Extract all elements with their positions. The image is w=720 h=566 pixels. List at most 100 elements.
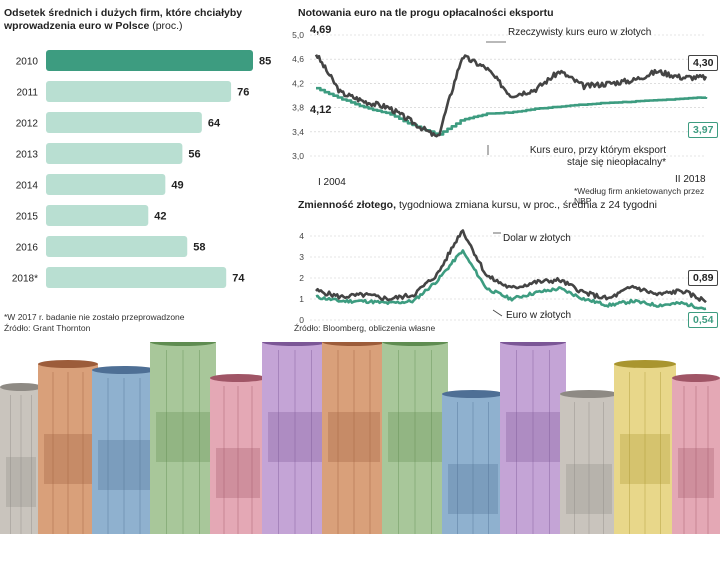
roll-window bbox=[678, 448, 714, 498]
bar bbox=[46, 205, 149, 226]
banknote-roll bbox=[382, 342, 448, 534]
category-label: 2013 bbox=[16, 150, 39, 161]
category-label: 2010 bbox=[16, 57, 39, 68]
bar bbox=[46, 236, 188, 257]
y-tick-label: 4,6 bbox=[292, 54, 304, 64]
series-label-usd: Dolar w złotych bbox=[503, 233, 571, 244]
roll-top bbox=[500, 342, 566, 346]
y-tick-label: 3,8 bbox=[292, 103, 304, 113]
roll-window bbox=[448, 464, 498, 514]
roll-top bbox=[560, 390, 618, 398]
category-label: 2012 bbox=[16, 119, 39, 130]
roll-window bbox=[620, 434, 670, 484]
banknote-roll bbox=[322, 342, 386, 534]
category-label: 2011 bbox=[16, 88, 38, 99]
banknote-roll bbox=[262, 342, 328, 534]
y-tick-label: 2 bbox=[299, 273, 304, 283]
banknote-roll bbox=[38, 360, 98, 534]
value-label: 64 bbox=[208, 118, 221, 130]
roll-top bbox=[672, 374, 720, 382]
top-chart-title: Notowania euro na tle progu opłacalności… bbox=[298, 7, 554, 19]
banknote-roll bbox=[150, 342, 216, 534]
roll-window bbox=[268, 412, 322, 462]
y-tick-label: 1 bbox=[299, 294, 304, 304]
end-usd-badge: 0,89 bbox=[688, 270, 719, 286]
category-label: 2015 bbox=[16, 212, 39, 223]
roll-top bbox=[38, 360, 98, 368]
left-chart-title-text: Odsetek średnich i dużych firm, które ch… bbox=[4, 7, 243, 32]
end-threshold-badge: 3,97 bbox=[688, 122, 719, 138]
value-label: 49 bbox=[171, 180, 183, 192]
bottom-chart-subtitle: tygodniowa zmiana kursu, w proc., średni… bbox=[398, 199, 657, 211]
bottom-chart-title-text: Zmienność złotego, bbox=[298, 199, 397, 211]
roll-window bbox=[506, 412, 560, 462]
value-label: 74 bbox=[232, 273, 245, 285]
category-label: 2018* bbox=[12, 274, 38, 285]
roll-window bbox=[44, 434, 92, 484]
start-threshold-label: 4,12 bbox=[310, 104, 332, 116]
roll-window bbox=[388, 412, 442, 462]
banknote-rolls-photo bbox=[0, 342, 720, 534]
roll-top bbox=[322, 342, 386, 346]
bottom-line-chart: 4 3 2 1 0 bbox=[299, 229, 707, 325]
bottom-chart-source: Źródło: Bloomberg, obliczenia własne bbox=[294, 323, 436, 333]
roll-window bbox=[216, 448, 260, 498]
banknote-roll bbox=[92, 366, 156, 534]
leader-line bbox=[492, 309, 503, 317]
roll-top bbox=[150, 342, 216, 346]
banknote-roll bbox=[210, 374, 266, 534]
series-label-threshold: Kurs euro, przy którym eksport staje się… bbox=[529, 145, 666, 168]
banknote-roll bbox=[672, 374, 720, 534]
bar bbox=[46, 174, 166, 195]
end-eur-badge: 0,54 bbox=[688, 312, 719, 328]
y-tick-label: 5,0 bbox=[292, 30, 304, 40]
value-label: 76 bbox=[237, 87, 249, 99]
category-label: 2014 bbox=[16, 181, 39, 192]
threshold-line bbox=[316, 86, 708, 136]
roll-top bbox=[92, 366, 156, 374]
bar bbox=[46, 143, 183, 164]
value-label: 42 bbox=[154, 211, 166, 223]
value-label: 85 bbox=[259, 56, 271, 68]
start-date-label: I 2004 bbox=[318, 177, 346, 188]
banknote-roll bbox=[614, 360, 676, 534]
category-label: 2016 bbox=[16, 243, 39, 254]
roll-top bbox=[382, 342, 448, 346]
roll-top bbox=[0, 383, 42, 391]
end-date-label: II 2018 bbox=[675, 174, 706, 185]
roll-window bbox=[156, 412, 210, 462]
series-label-eur: Euro w złotych bbox=[506, 310, 572, 321]
roll-top bbox=[262, 342, 328, 346]
roll-top bbox=[210, 374, 266, 382]
y-tick-label: 4,2 bbox=[292, 78, 304, 88]
value-label: 56 bbox=[188, 149, 200, 161]
top-line-chart: 5,0 4,6 4,2 3,8 3,4 3,0 bbox=[292, 30, 708, 161]
value-label: 58 bbox=[193, 242, 205, 254]
roll-window bbox=[566, 464, 612, 514]
banknote-roll bbox=[560, 390, 618, 534]
y-tick-label: 0 bbox=[299, 315, 304, 325]
left-chart-source: Źródło: Grant Thornton bbox=[4, 323, 91, 333]
top-chart-footnote: *Według firm ankietowanych przez NBP bbox=[574, 186, 705, 206]
roll-window bbox=[328, 412, 380, 462]
bar bbox=[46, 267, 227, 288]
y-tick-label: 3,4 bbox=[292, 127, 304, 137]
y-tick-label: 4 bbox=[299, 231, 304, 241]
eur-volatility-line bbox=[315, 249, 707, 311]
y-tick-label: 3,0 bbox=[292, 151, 304, 161]
left-chart-title: Odsetek średnich i dużych firm, które ch… bbox=[4, 7, 289, 33]
actual-line bbox=[314, 54, 708, 138]
bar bbox=[46, 112, 202, 133]
series-label-actual: Rzeczywisty kurs euro w złotych bbox=[508, 27, 652, 38]
start-actual-label: 4,69 bbox=[310, 24, 332, 36]
roll-top bbox=[442, 390, 504, 398]
bar-chart: 2010 85 2011 76 2012 64 2013 56 2014 49 2015 42 2016… bbox=[12, 50, 271, 288]
banknote-roll bbox=[0, 383, 42, 534]
roll-top bbox=[614, 360, 676, 368]
bottom-chart-title: Zmienność złotego, tygodniowa zmiana kur… bbox=[298, 199, 657, 212]
y-tick-label: 3 bbox=[299, 252, 304, 262]
usd-volatility-line bbox=[315, 229, 707, 304]
banknote-roll bbox=[500, 342, 566, 534]
left-chart-unit: (proc.) bbox=[152, 20, 183, 32]
bar bbox=[46, 81, 232, 102]
